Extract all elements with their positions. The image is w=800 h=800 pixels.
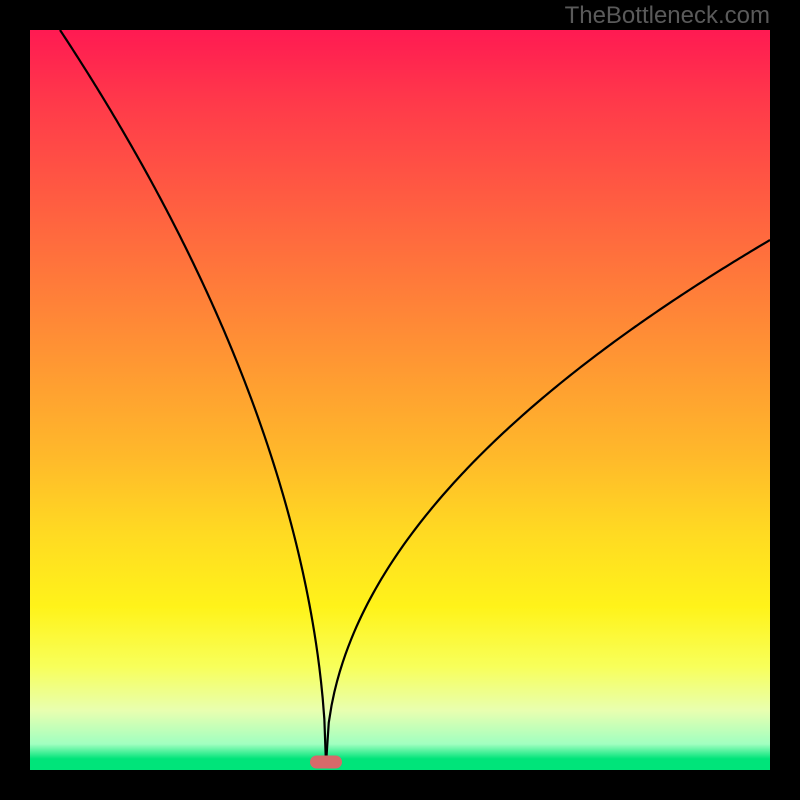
bottleneck-marker [310,756,342,769]
right-curve [326,240,770,764]
left-curve [60,30,326,764]
plot-area [30,30,770,770]
bottleneck-curves [30,30,770,770]
